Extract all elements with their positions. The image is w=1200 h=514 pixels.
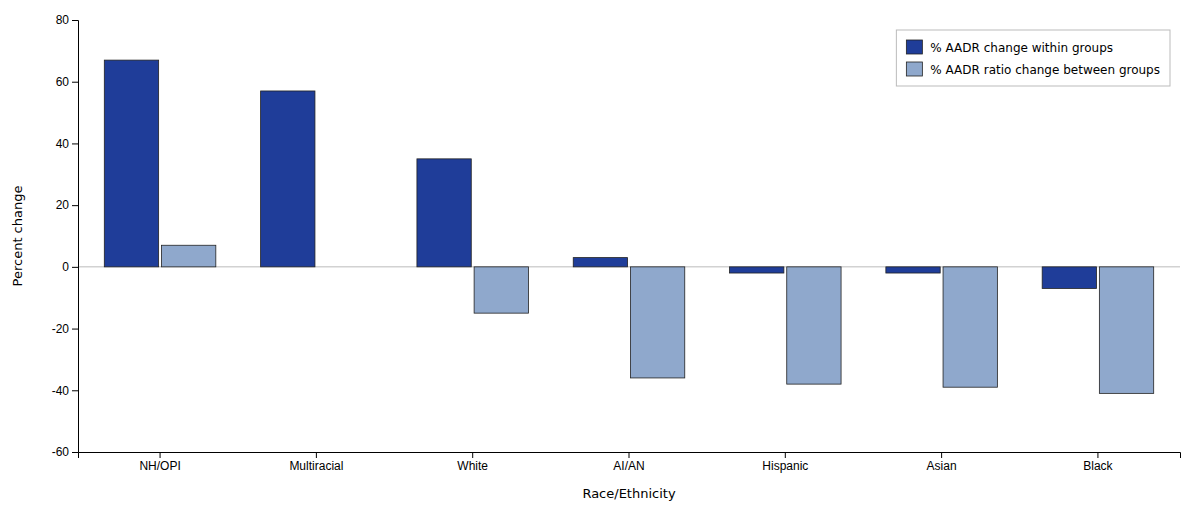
bar (630, 267, 684, 378)
bar (787, 267, 841, 384)
plot: -60 -40 -20 0 20 40 60 80 NH/OPI Multiracial White… (52, 13, 1181, 472)
bar (318, 266, 372, 267)
legend-frame (896, 30, 1170, 86)
y-tick: 20 (56, 198, 78, 212)
bar (573, 258, 627, 267)
bar-series (104, 60, 1096, 288)
x-tick-label: Multiracial (289, 459, 343, 473)
chart: -60 -40 -20 0 20 40 60 80 NH/OPI Multiracial White… (0, 0, 1200, 514)
y-tick: 40 (56, 137, 78, 151)
y-tick-label: 60 (56, 75, 70, 89)
zero-line (78, 266, 1180, 267)
legend-label: % AADR change within groups (930, 41, 1113, 55)
y-tick-mark (72, 143, 78, 144)
x-tick-label: Black (1083, 459, 1113, 473)
legend-label: % AADR ratio change between groups (930, 63, 1160, 77)
y-tick: 0 (62, 260, 78, 274)
bar (1042, 267, 1096, 289)
x-axis-title: Race/Ethnicity (582, 486, 675, 501)
y-axis: -60 -40 -20 0 20 40 60 80 (52, 13, 79, 459)
y-tick: -20 (52, 322, 78, 336)
x-tick: White (457, 452, 488, 473)
x-tick: Multiracial (289, 452, 343, 473)
y-tick-label: 80 (56, 13, 70, 27)
y-tick-label: 0 (62, 260, 69, 274)
x-tick-label: Hispanic (762, 459, 808, 473)
bar (1099, 267, 1153, 394)
y-tick-mark (72, 329, 78, 330)
legend-swatch (906, 62, 922, 76)
x-tick-mark (629, 452, 630, 458)
y-tick-label: -60 (52, 445, 70, 459)
legend-swatch (906, 40, 922, 54)
bar (417, 159, 471, 267)
bar (104, 60, 158, 267)
x-axis-line (79, 453, 1181, 459)
bars (78, 60, 1180, 393)
y-tick-mark (72, 452, 78, 453)
y-tick: -60 (52, 445, 78, 459)
x-tick-label: Asian (927, 459, 957, 473)
x-axis: NH/OPI Multiracial White AI/AN Hispanic Asian… (79, 452, 1181, 473)
x-tick-label: NH/OPI (139, 459, 180, 473)
y-tick-mark (72, 390, 78, 391)
y-tick-label: -20 (52, 322, 70, 336)
y-tick: 60 (56, 75, 78, 89)
x-tick: Asian (927, 452, 957, 473)
y-tick: -40 (52, 384, 78, 398)
x-tick-label: AI/AN (613, 459, 644, 473)
x-tick-mark (941, 452, 942, 458)
y-axis-title: Percent change (10, 186, 25, 287)
x-tick: Black (1083, 452, 1113, 473)
bar (886, 267, 940, 273)
y-tick-mark (72, 20, 78, 21)
x-tick: NH/OPI (139, 452, 180, 473)
x-tick-mark (316, 452, 317, 458)
bar (474, 267, 528, 313)
y-tick-label: 40 (56, 137, 70, 151)
y-tick: 80 (56, 13, 78, 27)
bar (943, 267, 997, 387)
bar-series (161, 245, 1153, 393)
bar (161, 245, 215, 267)
bar (261, 91, 315, 267)
y-tick-label: 20 (56, 198, 70, 212)
y-tick-mark (72, 267, 78, 268)
legend-item: % AADR change within groups (906, 40, 1113, 55)
y-axis-line (72, 21, 79, 453)
x-tick-mark (472, 452, 473, 458)
x-tick: Hispanic (762, 452, 808, 473)
bar (730, 267, 784, 273)
x-tick-mark (1097, 452, 1098, 458)
legend-item: % AADR ratio change between groups (906, 62, 1160, 77)
x-tick-mark (785, 452, 786, 458)
x-tick: AI/AN (613, 452, 644, 473)
legend: % AADR change within groups % AADR ratio … (896, 30, 1170, 86)
y-tick-mark (72, 205, 78, 206)
x-tick-mark (160, 452, 161, 458)
y-tick-label: -40 (52, 384, 70, 398)
y-tick-mark (72, 82, 78, 83)
x-tick-label: White (457, 459, 488, 473)
